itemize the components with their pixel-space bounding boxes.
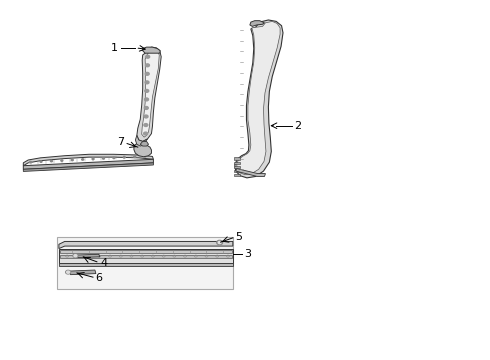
- Polygon shape: [24, 159, 153, 169]
- Polygon shape: [24, 163, 153, 171]
- Circle shape: [134, 156, 136, 158]
- Circle shape: [144, 132, 147, 135]
- Bar: [234, 170, 240, 172]
- Circle shape: [123, 157, 125, 158]
- Circle shape: [102, 158, 104, 159]
- Circle shape: [145, 98, 148, 101]
- Text: 6: 6: [96, 273, 102, 283]
- Circle shape: [145, 90, 149, 92]
- Bar: [234, 166, 240, 168]
- Polygon shape: [59, 263, 233, 266]
- Bar: [234, 162, 240, 165]
- Circle shape: [92, 158, 94, 159]
- Polygon shape: [137, 47, 161, 141]
- Polygon shape: [237, 21, 280, 175]
- Circle shape: [144, 156, 146, 157]
- Circle shape: [218, 242, 221, 244]
- Circle shape: [145, 107, 148, 109]
- Polygon shape: [59, 242, 233, 249]
- Circle shape: [50, 160, 52, 162]
- Text: 3: 3: [244, 249, 251, 258]
- Circle shape: [66, 270, 71, 274]
- Circle shape: [67, 271, 70, 273]
- Bar: [234, 174, 240, 176]
- Polygon shape: [235, 20, 283, 178]
- Circle shape: [73, 254, 78, 257]
- Circle shape: [144, 123, 148, 126]
- Circle shape: [61, 160, 63, 161]
- Polygon shape: [135, 135, 147, 146]
- Polygon shape: [142, 50, 159, 137]
- Text: 2: 2: [294, 121, 301, 131]
- Text: 5: 5: [235, 232, 242, 242]
- Polygon shape: [24, 154, 153, 166]
- Polygon shape: [134, 143, 151, 157]
- Text: 1: 1: [111, 43, 118, 53]
- Circle shape: [30, 161, 31, 163]
- Text: 7: 7: [117, 137, 124, 147]
- Circle shape: [144, 115, 148, 118]
- Polygon shape: [59, 249, 233, 263]
- Circle shape: [74, 255, 77, 257]
- Polygon shape: [60, 255, 232, 258]
- Circle shape: [71, 159, 73, 161]
- FancyBboxPatch shape: [57, 237, 233, 289]
- Circle shape: [40, 161, 42, 162]
- Circle shape: [82, 159, 84, 160]
- Circle shape: [146, 64, 149, 67]
- Bar: [234, 157, 240, 160]
- Polygon shape: [236, 168, 266, 176]
- Polygon shape: [140, 141, 148, 146]
- Polygon shape: [250, 21, 265, 26]
- Text: 4: 4: [100, 258, 107, 268]
- Circle shape: [145, 81, 149, 84]
- Circle shape: [146, 55, 149, 58]
- Polygon shape: [77, 254, 100, 257]
- Polygon shape: [143, 47, 160, 53]
- Circle shape: [217, 240, 222, 245]
- Circle shape: [113, 157, 115, 158]
- Circle shape: [146, 72, 149, 75]
- Polygon shape: [70, 270, 96, 275]
- Polygon shape: [60, 249, 232, 253]
